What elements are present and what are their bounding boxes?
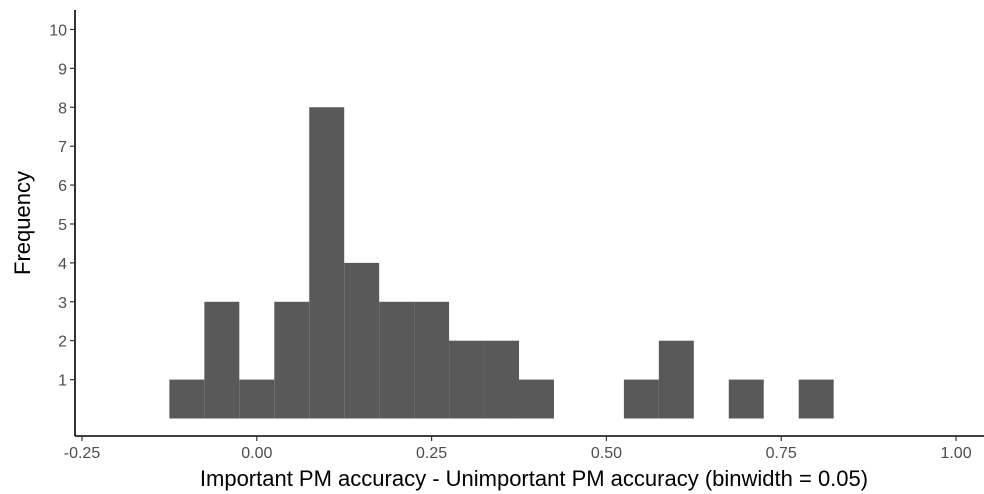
histogram-bar xyxy=(239,379,275,419)
x-tick-label: -0.25 xyxy=(64,445,101,462)
histogram-bar xyxy=(658,340,694,419)
histogram-bar xyxy=(379,301,415,419)
y-tick-label: 7 xyxy=(58,139,67,156)
y-tick-label: 3 xyxy=(58,295,67,312)
x-tick-label: 0.25 xyxy=(416,445,447,462)
y-tick-label: 6 xyxy=(58,178,67,195)
histogram-bar xyxy=(344,262,380,419)
y-tick-label: 2 xyxy=(58,334,67,351)
bars-group xyxy=(169,107,834,419)
histogram-bar xyxy=(414,301,450,419)
y-tick-label: 4 xyxy=(58,256,67,273)
histogram-bar xyxy=(274,301,310,419)
x-tick-label: 0.00 xyxy=(241,445,272,462)
histogram-bar xyxy=(623,379,659,419)
x-tick-label: 0.50 xyxy=(591,445,622,462)
y-tick-label: 9 xyxy=(58,61,67,78)
histogram-bar xyxy=(798,379,834,419)
y-axis-title: Frequency xyxy=(10,171,35,275)
x-tick-label: 1.00 xyxy=(940,445,971,462)
y-ticks-group: 1 2 3 4 5 6 7 8 9 10 xyxy=(49,22,75,390)
y-tick-label: 10 xyxy=(49,22,67,39)
histogram-bar xyxy=(449,340,485,419)
x-tick-label: 0.75 xyxy=(766,445,797,462)
histogram-bar xyxy=(519,379,554,419)
histogram-bar xyxy=(169,379,205,419)
y-tick-label: 8 xyxy=(58,100,67,117)
histogram-bar xyxy=(204,301,240,419)
y-tick-label: 5 xyxy=(58,217,67,234)
y-tick-label: 1 xyxy=(58,373,67,390)
histogram-bar xyxy=(484,340,520,419)
histogram-bar xyxy=(309,107,345,419)
x-axis-title: Important PM accuracy - Unimportant PM a… xyxy=(200,466,868,491)
histogram-bar xyxy=(728,379,764,419)
x-ticks-group: -0.25 0.00 0.25 0.50 0.75 1.00 xyxy=(64,436,972,462)
